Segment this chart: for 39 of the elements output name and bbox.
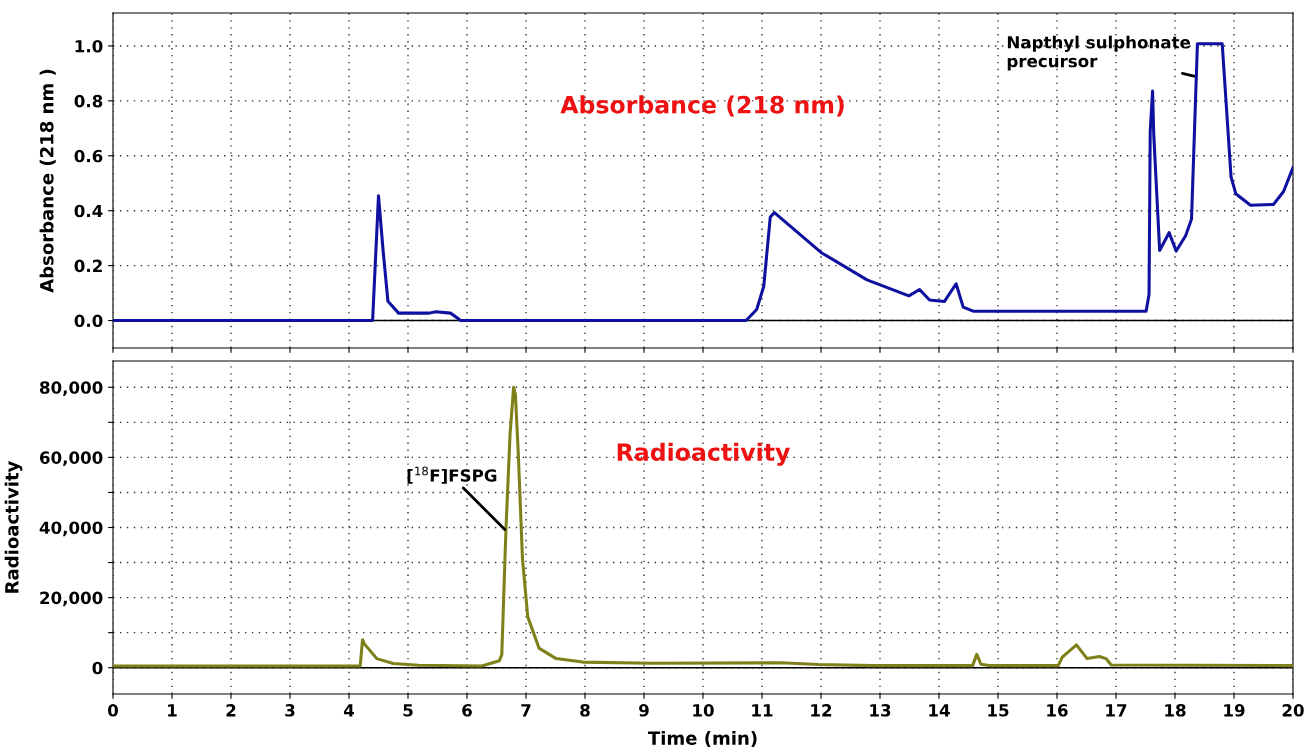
y-tick-label: 20,000 — [40, 591, 103, 607]
y-tick-label: 40,000 — [39, 521, 103, 537]
annotation: Napthyl sulphonate precursor — [1007, 35, 1191, 71]
y-tick-label: 0.6 — [74, 149, 103, 163]
x-tick-label: 9 — [639, 704, 649, 717]
x-tick-label: 15 — [988, 704, 1009, 717]
annotation: Absorbance (218 nm) — [560, 95, 844, 117]
x-tick-label: 2 — [226, 704, 236, 717]
annotation: Radioactivity — [617, 442, 790, 466]
x-tick-label: 0 — [108, 704, 118, 717]
y-tick-label: 0.2 — [74, 259, 102, 273]
y-tick-label: 1.0 — [75, 39, 103, 53]
y-axis-title: Radioactivity — [4, 460, 23, 593]
x-tick-label: 1 — [168, 704, 177, 717]
y-tick-label: 80,000 — [39, 381, 103, 396]
annotation: [$^{18}$F]FSPG — [407, 466, 497, 484]
x-tick-label: 12 — [811, 704, 832, 717]
y-tick-label: 0.4 — [74, 204, 103, 218]
x-tick-label: 7 — [521, 704, 531, 717]
x-tick-label: 6 — [462, 704, 472, 717]
y-axis-title: Absorbance (218 nm ) — [39, 69, 56, 293]
x-tick-label: 5 — [403, 704, 413, 717]
x-tick-label: 13 — [870, 704, 891, 717]
x-tick-label: 17 — [1106, 704, 1127, 717]
x-tick-label: 3 — [285, 704, 295, 717]
x-tick-label: 19 — [1224, 704, 1245, 717]
x-tick-label: 20 — [1282, 704, 1304, 717]
x-tick-label: 16 — [1047, 704, 1068, 717]
y-tick-label: 0 — [92, 661, 103, 675]
y-tick-label: 0.0 — [74, 314, 103, 328]
x-tick-label: 4 — [343, 704, 355, 717]
y-tick-label: 60,000 — [40, 451, 103, 467]
x-tick-label: 14 — [929, 704, 950, 717]
x-tick-label: 10 — [693, 704, 714, 717]
x-tick-label: 11 — [752, 704, 773, 717]
x-tick-label: 8 — [580, 704, 590, 717]
x-tick-label: 18 — [1165, 704, 1186, 717]
x-axis-title: Time (min) — [647, 730, 757, 748]
y-tick-label: 0.8 — [74, 94, 103, 108]
